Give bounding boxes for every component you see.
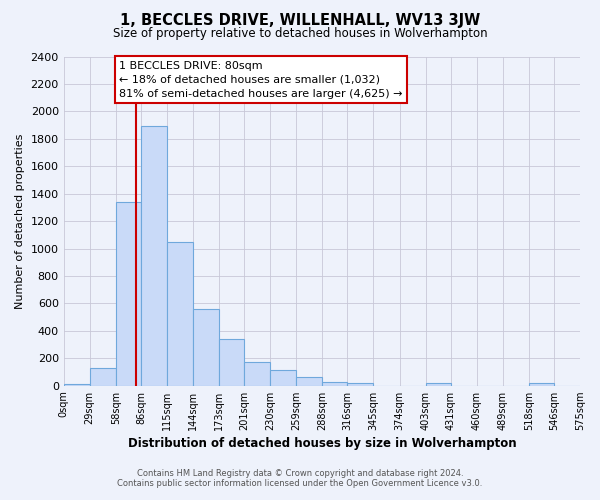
- Bar: [296, 378, 322, 386]
- Text: Contains HM Land Registry data © Crown copyright and database right 2024.: Contains HM Land Registry data © Crown c…: [137, 470, 463, 478]
- Bar: [64, 384, 90, 386]
- Text: Contains public sector information licensed under the Open Government Licence v3: Contains public sector information licen…: [118, 478, 482, 488]
- X-axis label: Distribution of detached houses by size in Wolverhampton: Distribution of detached houses by size …: [128, 437, 516, 450]
- Bar: [347, 383, 373, 386]
- Bar: [193, 309, 219, 386]
- Bar: [270, 370, 296, 386]
- Y-axis label: Number of detached properties: Number of detached properties: [15, 134, 25, 309]
- Bar: [90, 368, 116, 386]
- Bar: [322, 382, 347, 386]
- Bar: [244, 362, 270, 386]
- Bar: [529, 383, 554, 386]
- Bar: [141, 126, 167, 386]
- Text: Size of property relative to detached houses in Wolverhampton: Size of property relative to detached ho…: [113, 28, 487, 40]
- Bar: [219, 339, 244, 386]
- Bar: [425, 383, 451, 386]
- Text: 1 BECCLES DRIVE: 80sqm
← 18% of detached houses are smaller (1,032)
81% of semi-: 1 BECCLES DRIVE: 80sqm ← 18% of detached…: [119, 60, 403, 98]
- Bar: [116, 202, 141, 386]
- Text: 1, BECCLES DRIVE, WILLENHALL, WV13 3JW: 1, BECCLES DRIVE, WILLENHALL, WV13 3JW: [120, 12, 480, 28]
- Bar: [167, 242, 193, 386]
